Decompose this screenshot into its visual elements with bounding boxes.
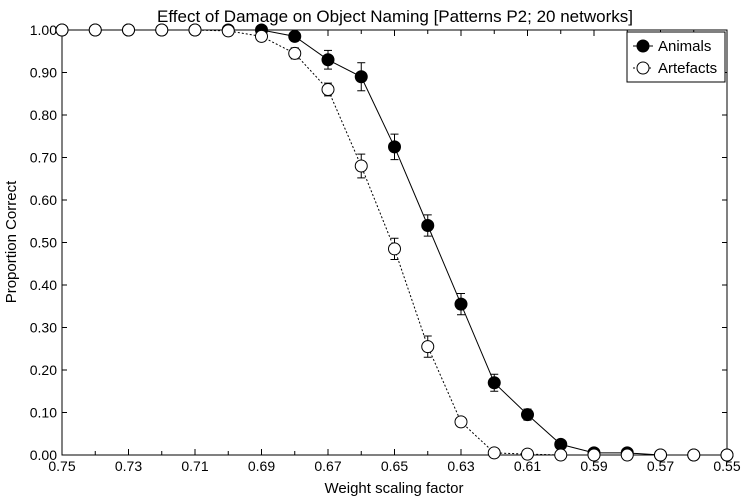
y-axis-label: Proportion Correct <box>3 180 20 303</box>
legend: Animals Artefacts <box>626 31 726 83</box>
x-tick-label: 0.75 <box>48 458 75 474</box>
y-tick-label: 0.70 <box>30 150 57 166</box>
data-point <box>354 70 368 84</box>
y-tick-label: 0.50 <box>30 235 57 251</box>
data-point <box>188 23 202 37</box>
y-tick-label: 0.40 <box>30 277 57 293</box>
data-point <box>321 53 335 67</box>
series-line <box>62 29 727 456</box>
data-point <box>255 29 268 43</box>
x-tick-label: 0.73 <box>115 458 142 474</box>
legend-label-animals: Animals <box>658 38 711 55</box>
data-point <box>388 140 401 154</box>
x-tick-label: 0.67 <box>314 458 341 474</box>
x-tick-label: 0.61 <box>514 458 541 474</box>
data-point <box>554 448 568 462</box>
y-tick-label: 0.80 <box>30 107 57 123</box>
data-point <box>487 376 501 390</box>
x-tick-label: 0.63 <box>447 458 474 474</box>
x-axis-label: Weight scaling factor <box>325 480 464 497</box>
data-point <box>288 29 302 43</box>
data-point <box>687 448 701 462</box>
data-point <box>88 23 102 37</box>
y-tick-label: 1.00 <box>30 22 57 38</box>
data-point <box>720 448 734 462</box>
x-axis: 0.75 0.73 0.71 0.69 0.67 0.65 0.63 0.61 0.59 0.57… <box>48 30 741 474</box>
data-point <box>55 23 69 37</box>
data-point <box>221 24 235 38</box>
legend-marker-animals <box>636 39 650 53</box>
data-point <box>487 446 501 460</box>
data-point <box>388 242 401 256</box>
data-point <box>421 219 435 232</box>
chart-title: Effect of Damage on Object Naming [Patte… <box>157 7 633 26</box>
y-axis: 0.00 0.10 0.20 0.30 0.40 0.50 0.60 0.70 0.80 0.90… <box>30 22 727 463</box>
data-point <box>521 447 534 461</box>
x-tick-label: 0.71 <box>181 458 208 474</box>
y-tick-label: 0.30 <box>30 320 57 336</box>
x-tick-label: 0.65 <box>381 458 408 474</box>
data-point <box>421 340 435 354</box>
legend-marker-artefacts <box>636 61 650 75</box>
y-tick-label: 0.00 <box>30 447 57 463</box>
y-tick-label: 0.60 <box>30 192 57 208</box>
data-point <box>155 23 169 37</box>
data-point <box>354 159 368 173</box>
data-point <box>587 448 601 462</box>
data-point <box>454 415 468 429</box>
data-point <box>521 408 534 422</box>
data-point <box>288 46 302 60</box>
data-point <box>321 83 335 96</box>
series-artefacts <box>55 23 734 462</box>
x-tick-label: 0.55 <box>713 458 740 474</box>
series-layer <box>55 23 734 462</box>
y-tick-label: 0.10 <box>30 405 57 421</box>
data-point <box>654 448 667 462</box>
x-tick-label: 0.59 <box>580 458 607 474</box>
data-point <box>454 297 468 311</box>
legend-label-artefacts: Artefacts <box>658 60 717 77</box>
data-point <box>122 23 135 37</box>
x-tick-label: 0.69 <box>248 458 275 474</box>
y-tick-label: 0.20 <box>30 362 57 378</box>
x-tick-label: 0.57 <box>647 458 674 474</box>
data-point <box>620 448 634 462</box>
y-tick-label: 0.90 <box>30 65 57 81</box>
